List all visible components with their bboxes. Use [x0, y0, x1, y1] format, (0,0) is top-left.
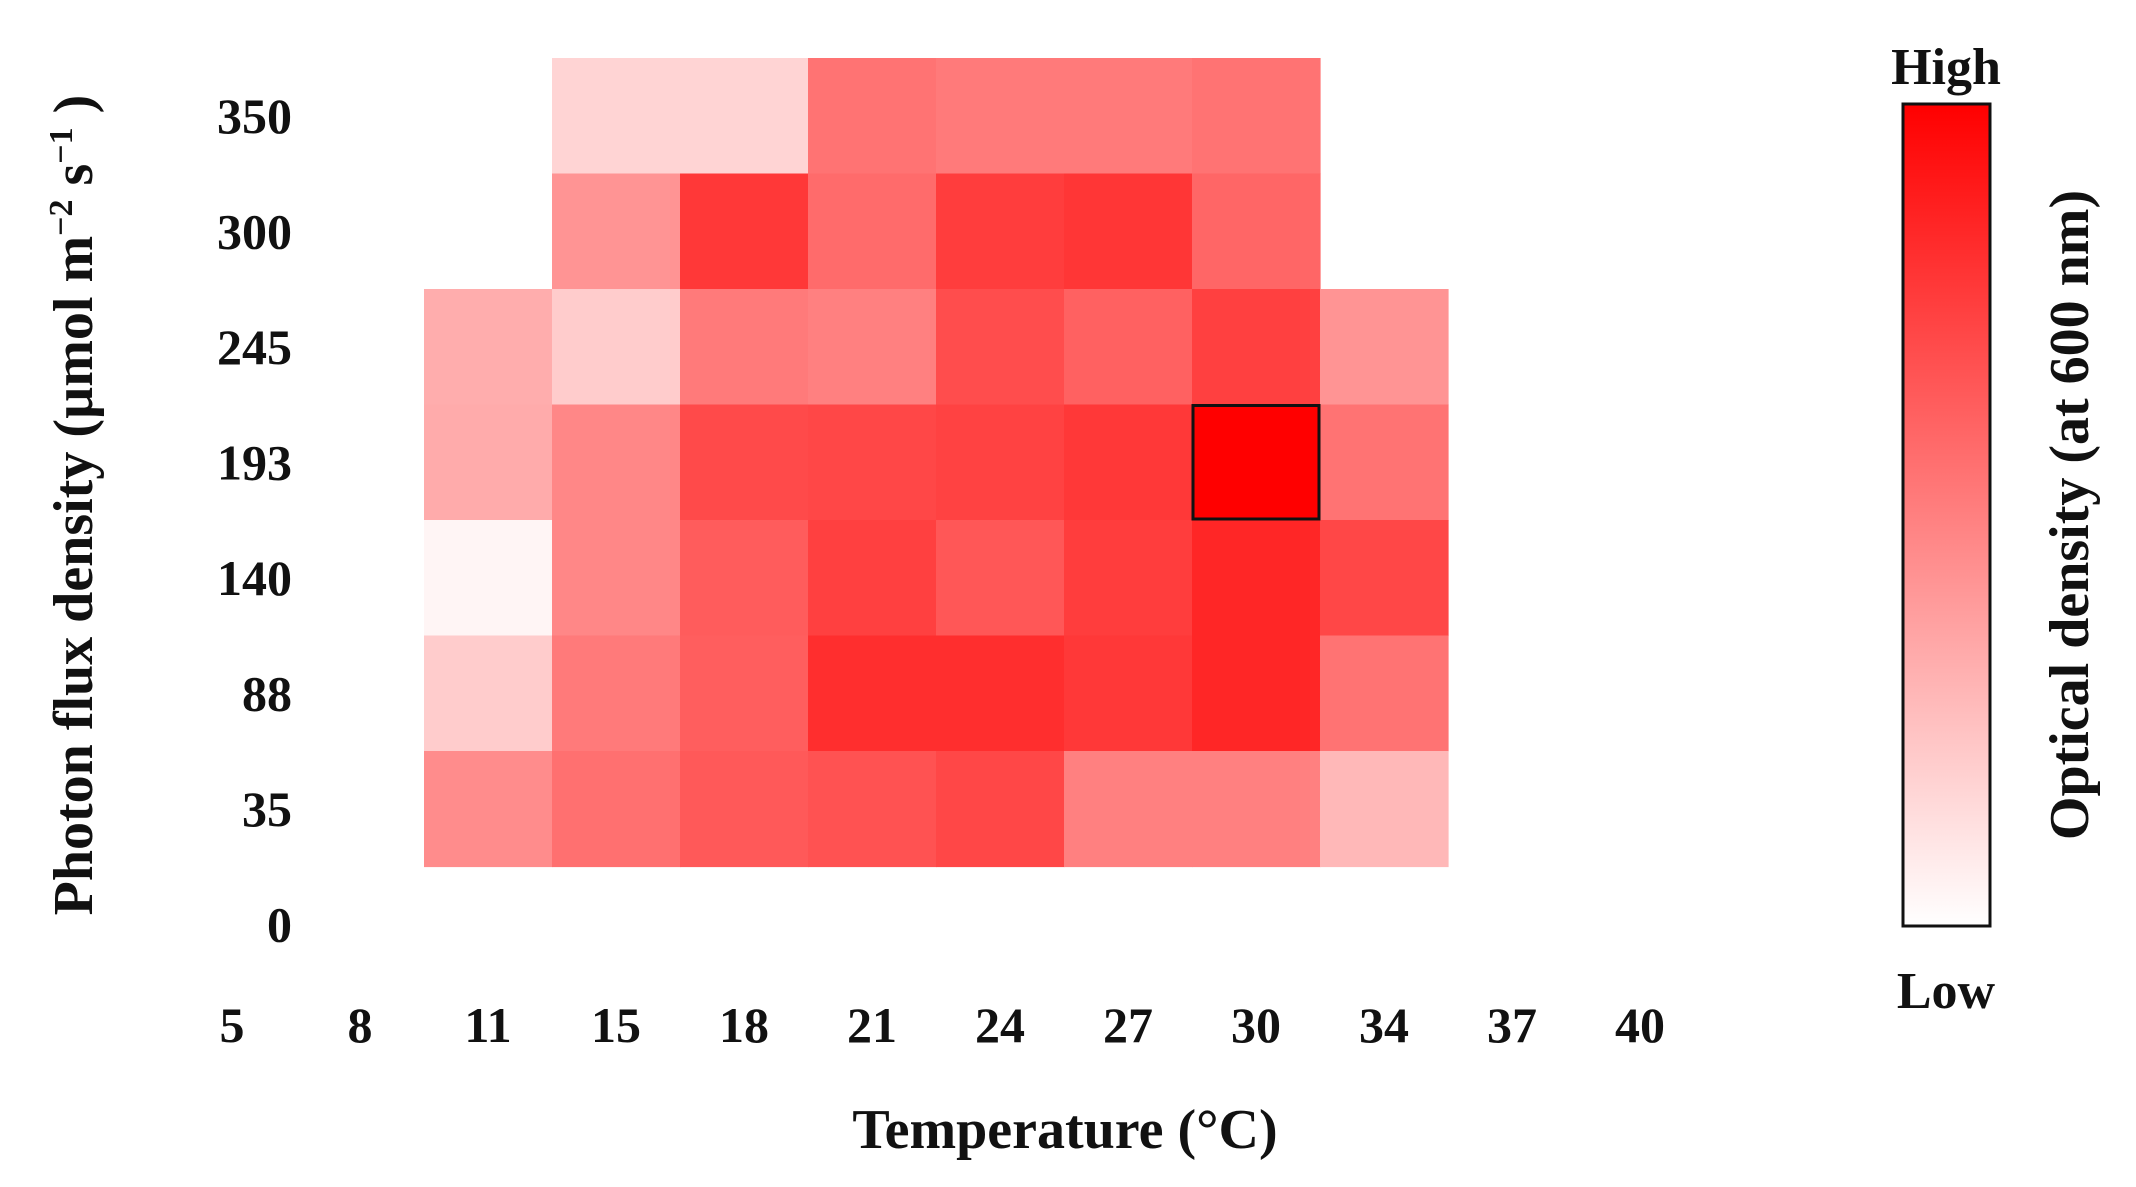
heatmap-cell-27c-140 — [1192, 520, 1321, 637]
heatmap-cell-18c-140 — [808, 520, 937, 637]
x-tick-label-30: 30 — [1231, 997, 1281, 1053]
heatmap-cell-8c-245 — [424, 289, 553, 406]
heatmap-cell-27c-193 — [1192, 404, 1321, 521]
heatmap-cell-21c-35 — [936, 751, 1065, 868]
highlight-layer — [1191, 404, 1321, 521]
heatmap-cell-24c-35 — [1064, 751, 1193, 868]
x-tick-label-21: 21 — [847, 997, 897, 1053]
heatmap-cell-27c-35 — [1192, 751, 1321, 868]
x-tick-label-18: 18 — [719, 997, 769, 1053]
y-axis-label-sup2: −1 — [43, 127, 80, 163]
x-tick-label-37: 37 — [1487, 997, 1537, 1053]
heatmap-cell-18c-300 — [808, 173, 937, 290]
colorbar — [1901, 102, 1992, 928]
heatmap-cell-27c-88 — [1192, 635, 1321, 752]
heatmap-cell-18c-88 — [808, 635, 937, 752]
x-tick-label-34: 34 — [1359, 997, 1409, 1053]
colorbar-title: Optical density (at 600 nm) — [2039, 190, 2101, 840]
heatmap-cell-24c-350 — [1064, 58, 1193, 175]
y-tick-label-193: 193 — [217, 434, 292, 490]
heatmap-cell-21c-300 — [936, 173, 1065, 290]
heatmap-cell-21c-193 — [936, 404, 1065, 521]
x-tick-label-24: 24 — [975, 997, 1025, 1053]
heatmap-cell-30c-35 — [1320, 751, 1449, 868]
highlighted-cell-outline — [1191, 404, 1321, 521]
heatmap-cell-21c-140 — [936, 520, 1065, 637]
heatmap-cell-24c-300 — [1064, 173, 1193, 290]
heatmap-cell-18c-193 — [808, 404, 937, 521]
heatmap-cell-18c-245 — [808, 289, 937, 406]
x-tick-label-8: 8 — [348, 997, 373, 1053]
heatmap-cell-24c-193 — [1064, 404, 1193, 521]
y-axis-label-sup1: −2 — [43, 200, 80, 236]
heatmap-cell-11c-35 — [552, 751, 681, 868]
heatmap-cell-15c-140 — [680, 520, 809, 637]
colorbar-high-label: High — [1891, 39, 2001, 96]
heatmap-cell-18c-35 — [808, 751, 937, 868]
y-tick-label-300: 300 — [217, 203, 292, 259]
y-axis-label: Photon flux density (µmol m−2 s−1 ) — [43, 95, 105, 916]
y-tick-label-88: 88 — [242, 665, 292, 721]
heatmap-cell-11c-245 — [552, 289, 681, 406]
heatmap-cell-21c-88 — [936, 635, 1065, 752]
heatmap-cell-24c-140 — [1064, 520, 1193, 637]
x-tick-label-11: 11 — [464, 997, 511, 1053]
heatmap-cell-11c-300 — [552, 173, 681, 290]
y-axis-label-main: Photon flux density (µmol m — [43, 236, 105, 915]
heatmap-cell-30c-193 — [1320, 404, 1449, 521]
heatmap-cell-8c-140 — [424, 520, 553, 637]
heatmap-cell-27c-300 — [1192, 173, 1321, 290]
colorbar-low-label: Low — [1897, 963, 1996, 1020]
y-tick-labels: 0 35 88 140 193 245 300 350 — [217, 88, 292, 952]
heatmap-cell-15c-35 — [680, 751, 809, 868]
y-tick-label-0: 0 — [267, 896, 292, 952]
heatmap-cell-8c-193 — [424, 404, 553, 521]
heatmap-cell-15c-350 — [680, 58, 809, 175]
x-tick-label-27: 27 — [1103, 997, 1153, 1053]
heatmap-cell-15c-300 — [680, 173, 809, 290]
y-axis-label-end: ) — [43, 95, 105, 128]
heatmap-cell-8c-35 — [424, 751, 553, 868]
y-tick-label-140: 140 — [217, 550, 292, 606]
heatmap-cell-8c-88 — [424, 635, 553, 752]
heatmap-cell-27c-245 — [1192, 289, 1321, 406]
y-tick-label-350: 350 — [217, 88, 292, 144]
heatmap-cells — [424, 58, 1449, 868]
heatmap-cell-11c-88 — [552, 635, 681, 752]
heatmap-cell-15c-88 — [680, 635, 809, 752]
heatmap-cell-11c-350 — [552, 58, 681, 175]
heatmap-cell-18c-350 — [808, 58, 937, 175]
x-tick-labels: 5 8 11 15 18 21 24 27 30 34 37 40 — [220, 997, 1666, 1053]
y-tick-label-245: 245 — [217, 319, 292, 375]
heatmap-cell-15c-193 — [680, 404, 809, 521]
y-axis-label-mid: s — [43, 164, 105, 200]
heatmap-cell-30c-245 — [1320, 289, 1449, 406]
y-tick-label-35: 35 — [242, 781, 292, 837]
x-tick-label-5: 5 — [220, 997, 245, 1053]
heatmap-cell-30c-140 — [1320, 520, 1449, 637]
heatmap-cell-24c-245 — [1064, 289, 1193, 406]
heatmap-cell-27c-350 — [1192, 58, 1321, 175]
heatmap-cell-11c-140 — [552, 520, 681, 637]
heatmap-cell-15c-245 — [680, 289, 809, 406]
heatmap-cell-30c-88 — [1320, 635, 1449, 752]
heatmap-cell-21c-245 — [936, 289, 1065, 406]
x-tick-label-15: 15 — [591, 997, 641, 1053]
heatmap-cell-24c-88 — [1064, 635, 1193, 752]
heatmap-cell-11c-193 — [552, 404, 681, 521]
x-axis-label: Temperature (°C) — [852, 1099, 1277, 1161]
x-tick-label-40: 40 — [1615, 997, 1665, 1053]
heatmap-cell-21c-350 — [936, 58, 1065, 175]
